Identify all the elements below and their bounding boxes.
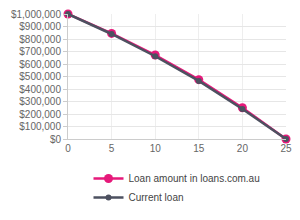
svg-text:$200,000: $200,000	[19, 109, 61, 120]
svg-text:$1,000,000: $1,000,000	[11, 9, 61, 20]
svg-text:Current loan: Current loan	[129, 192, 184, 203]
svg-text:10: 10	[150, 143, 162, 154]
svg-text:$800,000: $800,000	[19, 34, 61, 45]
svg-text:$500,000: $500,000	[19, 71, 61, 82]
svg-text:15: 15	[193, 143, 205, 154]
svg-text:$600,000: $600,000	[19, 59, 61, 70]
svg-text:$700,000: $700,000	[19, 46, 61, 57]
svg-text:$0: $0	[50, 134, 62, 145]
svg-text:20: 20	[237, 143, 249, 154]
svg-text:$400,000: $400,000	[19, 84, 61, 95]
svg-text:0: 0	[65, 143, 71, 154]
svg-text:Loan amount in loans.com.au: Loan amount in loans.com.au	[129, 173, 260, 184]
svg-text:$900,000: $900,000	[19, 21, 61, 32]
svg-text:25: 25	[280, 143, 292, 154]
svg-text:$100,000: $100,000	[19, 121, 61, 132]
svg-text:$300,000: $300,000	[19, 96, 61, 107]
svg-text:5: 5	[109, 143, 115, 154]
